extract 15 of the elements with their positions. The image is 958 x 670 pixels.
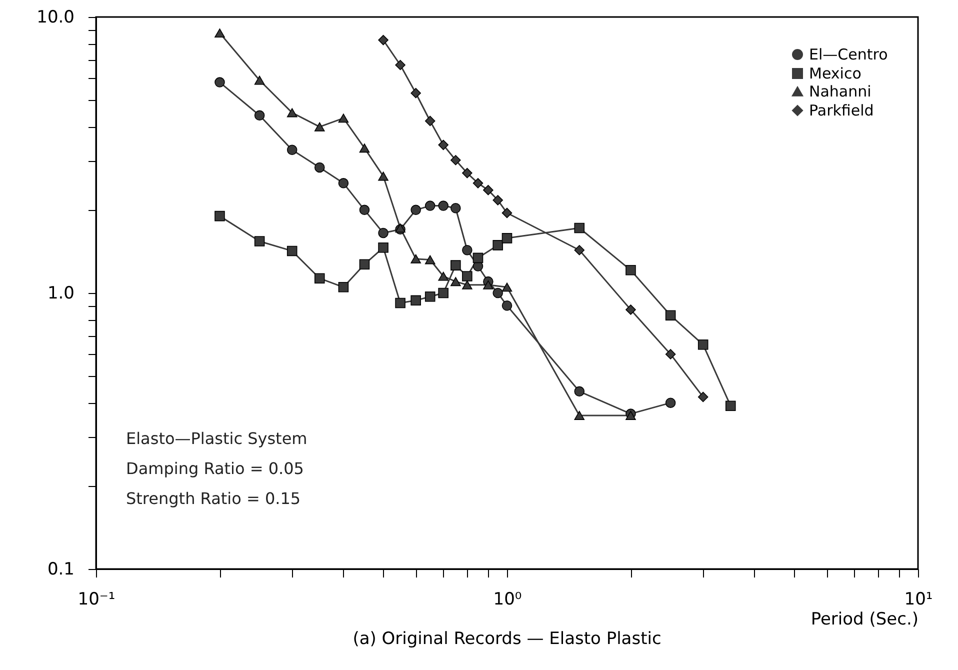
annotation: Elasto—Plastic System — [126, 429, 308, 448]
legend-label: Mexico — [809, 64, 862, 82]
legend-label: Parkfield — [809, 102, 874, 120]
y-tick-label: 10.0 — [36, 8, 74, 28]
x-axis-title: Period (Sec.) — [810, 610, 918, 630]
x-tick-label: 10⁻¹ — [78, 590, 116, 610]
annotation: Strength Ratio = 0.15 — [126, 489, 301, 508]
y-tick-label: 1.0 — [47, 284, 74, 304]
text: (a) Original Records — Elasto Plastic — [352, 629, 662, 649]
annotation: Damping Ratio = 0.05 — [126, 459, 304, 478]
legend-label: Nahanni — [809, 82, 872, 100]
y-tick-label: 0.1 — [47, 560, 74, 580]
x-tick-label: 10¹ — [904, 590, 933, 610]
x-tick-label: 10⁰ — [493, 590, 522, 610]
legend-label: El—Centro — [809, 46, 888, 64]
